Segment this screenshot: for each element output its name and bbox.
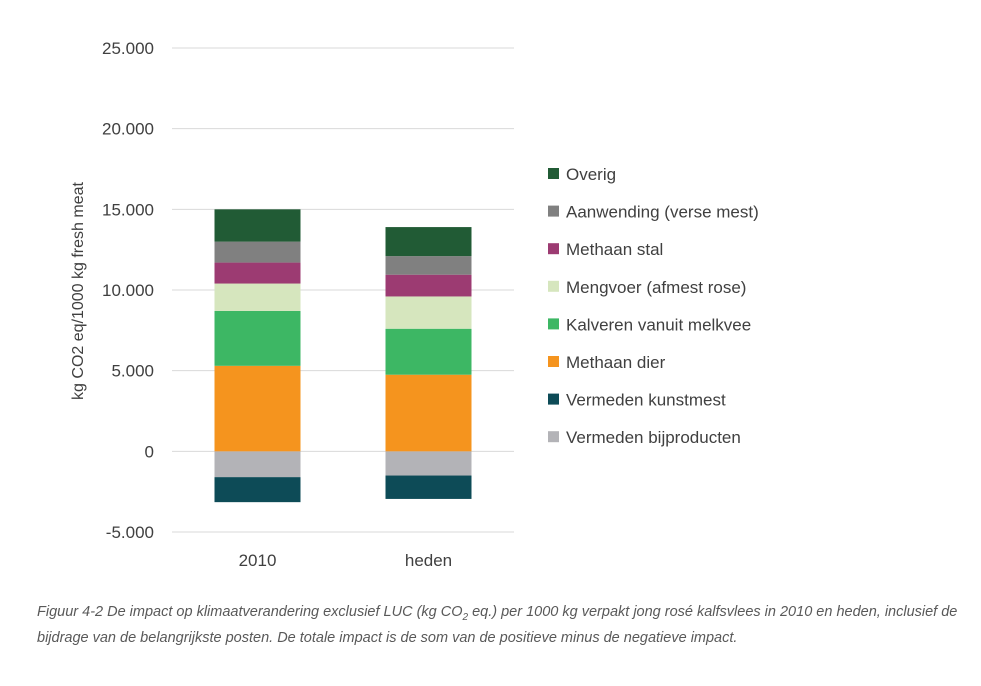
x-axis-ticks: 2010 heden [239,551,453,570]
bar-segment-1-0 [385,451,472,476]
x-tick-label: 2010 [239,551,277,570]
y-axis-ticks: -5.000 0 5.000 10.000 15.000 20.000 25.000 [102,39,154,542]
bar-segment-0-3 [214,310,301,366]
bar-segment-1-7 [385,227,472,257]
y-tick-label: 0 [145,442,154,461]
y-tick-label: 20.000 [102,120,154,139]
legend-swatch [548,205,559,217]
bar-segment-1-3 [385,328,472,375]
caption-subscript: 2 [462,611,469,623]
legend-label: Vermeden kunstmest [566,391,726,410]
bar-segment-0-7 [214,209,301,242]
y-tick-label: -5.000 [106,523,154,542]
legend-label: Kalveren vanuit melkvee [566,315,751,334]
legend-swatch [548,356,559,367]
y-tick-label: 5.000 [111,362,154,381]
legend-label: Aanwending (verse mest) [566,203,759,222]
bar-segment-0-2 [214,365,301,452]
bar-segment-0-6 [214,241,301,263]
legend-swatch [548,168,559,179]
bar-segment-0-4 [214,283,301,311]
stacked-bar-chart: -5.000 0 5.000 10.000 15.000 20.000 25.000 201… [70,39,759,570]
bar-segment-1-6 [385,256,472,275]
legend-swatch [548,280,559,292]
legend-label: Vermeden bijproducten [566,428,741,447]
legend-label: Overig [566,165,616,184]
legend-label: Methaan dier [566,353,666,372]
y-tick-label: 10.000 [102,281,154,300]
legend-label: Mengvoer (afmest rose) [566,278,746,297]
bar-segment-1-5 [385,274,472,297]
bar-segment-1-1 [385,475,472,499]
x-tick-label: heden [405,551,452,570]
bar-segment-0-1 [214,477,301,503]
bar-segment-0-5 [214,262,301,284]
y-tick-label: 15.000 [102,200,154,219]
legend-swatch [548,243,559,255]
bar-segment-1-4 [385,296,472,329]
bar-segment-1-2 [385,374,472,452]
legend-swatch [548,393,559,405]
y-axis-label: kg CO2 eq/1000 kg fresh meat [70,182,87,400]
figure-caption: Figuur 4-2 De impact op klimaatveranderi… [37,602,967,649]
bars [214,209,472,503]
legend: Overig Aanwending (verse mest) Methaan sta… [548,165,759,447]
legend-label: Methaan stal [566,240,663,259]
caption-text-2: eq.) per 1000 kg verpakt jong rosé kalfs… [37,604,958,646]
legend-swatch [548,431,559,443]
bar-segment-0-0 [214,451,301,478]
caption-text-1: Figuur 4-2 De impact op klimaatveranderi… [37,604,463,620]
y-tick-label: 25.000 [102,39,154,58]
legend-swatch [548,318,559,330]
